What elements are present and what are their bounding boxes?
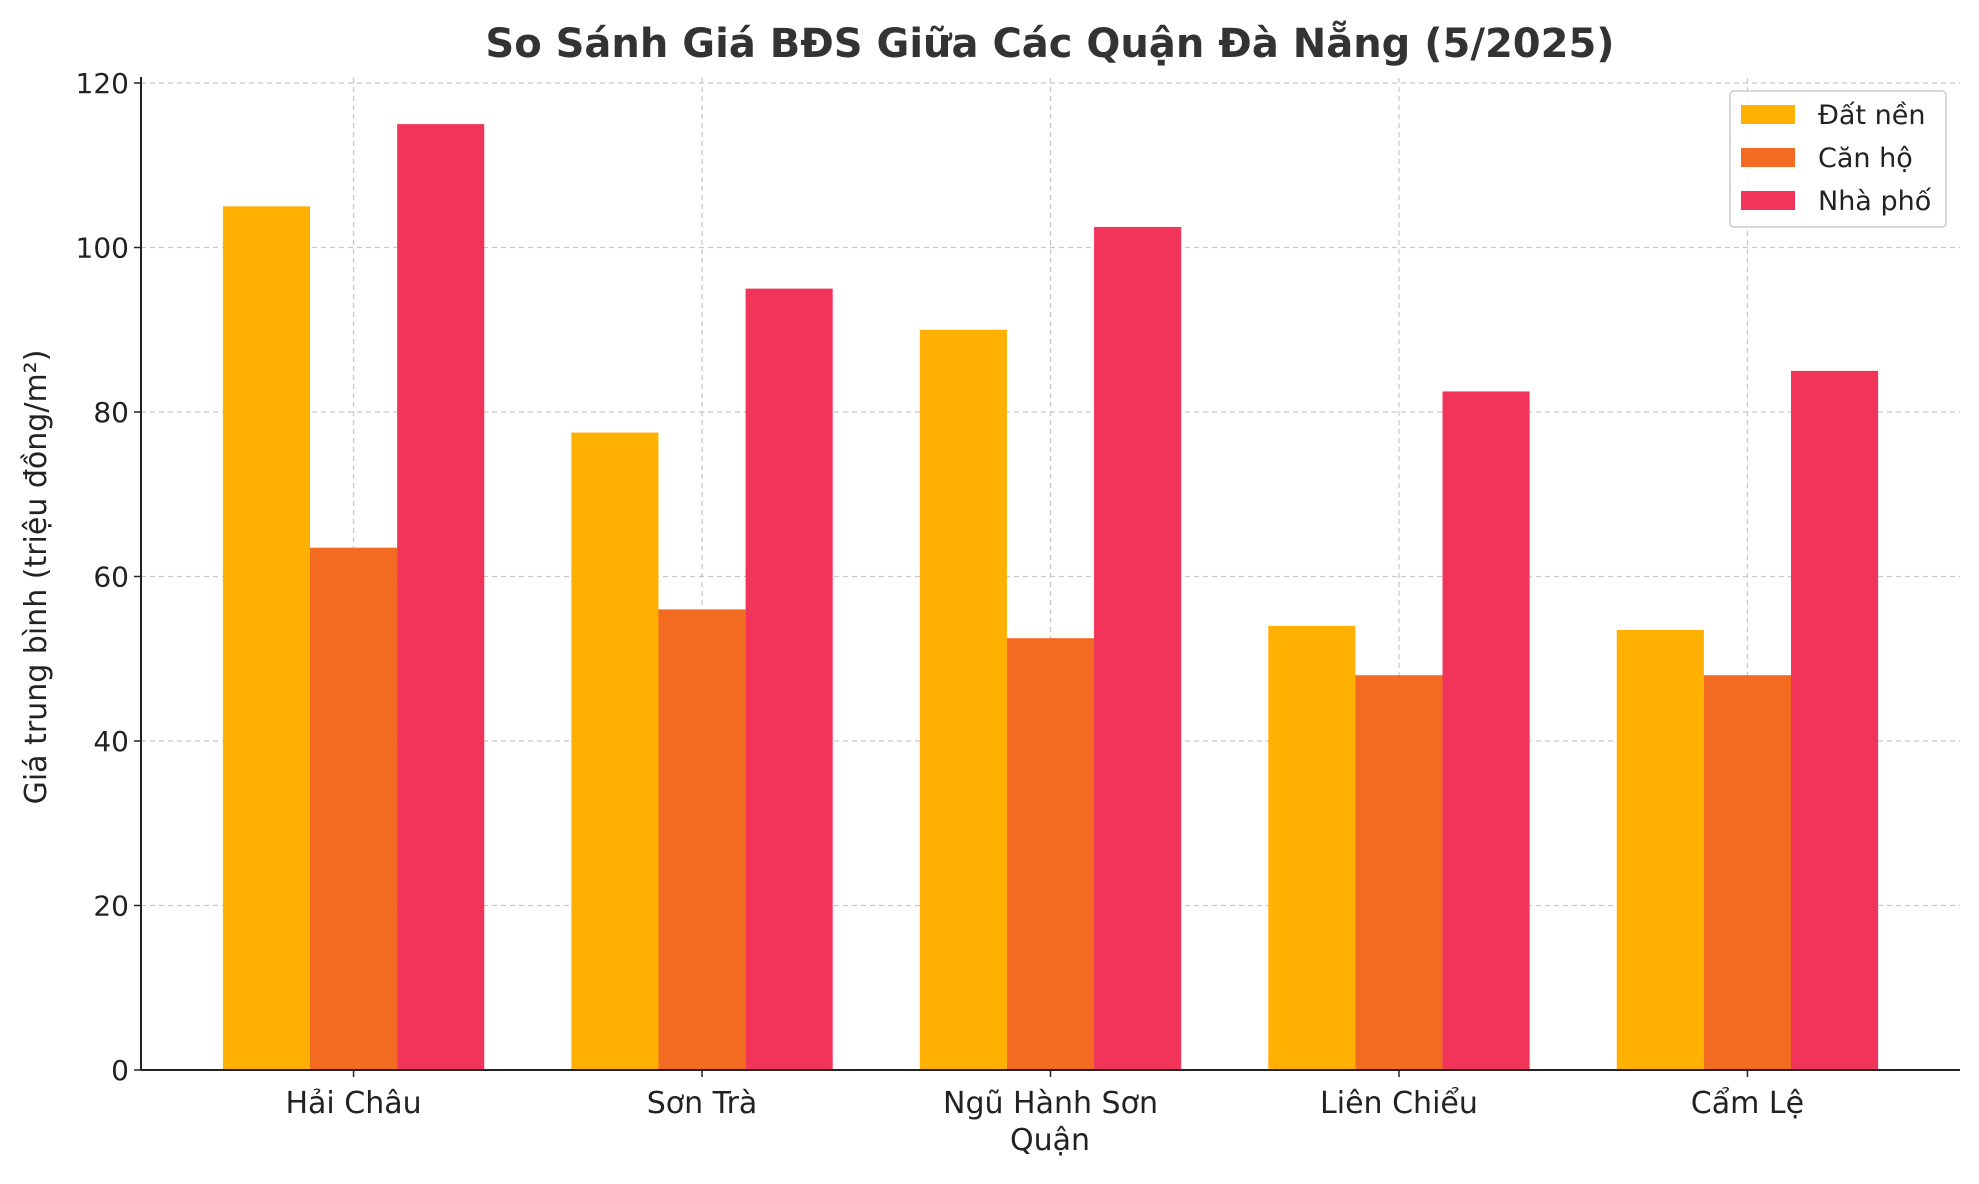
legend: Đất nền Căn hộ Nhà phố — [1729, 90, 1947, 228]
x-tick-label: Hải Châu — [285, 1086, 421, 1121]
bar-0-2 — [919, 329, 1007, 1070]
x-tick-label: Ngũ Hành Sơn — [943, 1086, 1158, 1121]
bar-2-0 — [397, 124, 485, 1070]
x-tick-label: Cẩm Lệ — [1691, 1085, 1804, 1121]
x-tick-label: Liên Chiểu — [1320, 1085, 1478, 1121]
bar-2-1 — [745, 288, 833, 1070]
chart-title: So Sánh Giá BĐS Giữa Các Quận Đà Nẵng (5… — [485, 19, 1614, 67]
y-tick-label: 40 — [93, 725, 129, 758]
bar-0-0 — [222, 206, 311, 1070]
legend-swatch — [1741, 148, 1795, 167]
legend-swatch — [1741, 105, 1795, 124]
bars — [222, 124, 1879, 1070]
bar-1-4 — [1703, 675, 1791, 1070]
bar-0-4 — [1616, 629, 1704, 1070]
axes: 0 20 40 60 80 100 120 Hải Châu Sơn Trà Ngũ Hành S… — [76, 67, 1960, 1121]
bar-1-1 — [658, 609, 746, 1070]
bar-1-3 — [1355, 675, 1443, 1070]
y-axis-label: Giá trung bình (triệu đồng/m²) — [19, 350, 54, 805]
bar-1-0 — [310, 547, 398, 1070]
bar-2-2 — [1094, 226, 1182, 1070]
bar-1-2 — [1006, 638, 1095, 1070]
bar-0-1 — [571, 432, 659, 1070]
y-tick-label: 80 — [93, 396, 129, 429]
bar-0-3 — [1268, 625, 1356, 1070]
legend-swatch — [1741, 191, 1795, 210]
y-tick-label: 120 — [76, 67, 129, 100]
bar-2-3 — [1442, 391, 1530, 1070]
legend-label: Căn hộ — [1818, 143, 1913, 174]
y-tick-label: 60 — [93, 561, 129, 594]
legend-label: Đất nền — [1818, 100, 1925, 131]
x-axis-label: Quận — [1010, 1123, 1090, 1158]
y-tick-label: 20 — [93, 890, 129, 923]
y-tick-label: 100 — [76, 232, 129, 265]
legend-label: Nhà phố — [1818, 186, 1932, 217]
y-tick-label: 0 — [111, 1054, 129, 1087]
x-tick-label: Sơn Trà — [647, 1086, 758, 1121]
bar-2-4 — [1790, 370, 1879, 1070]
